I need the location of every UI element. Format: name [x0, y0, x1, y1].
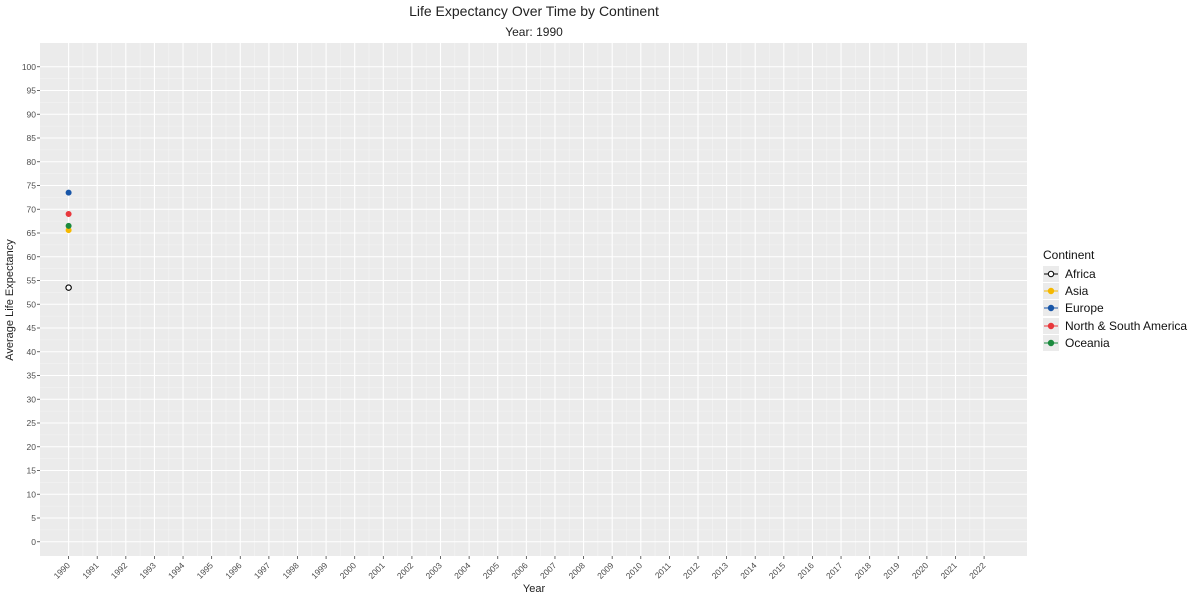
- x-tick-label: 2011: [653, 560, 673, 580]
- y-tick-label: 70: [27, 204, 37, 214]
- x-tick-label: 2018: [853, 560, 874, 581]
- y-tick-label: 95: [27, 86, 37, 96]
- x-tick-label: 1995: [195, 560, 216, 581]
- x-tick-label: 2003: [423, 560, 444, 581]
- y-tick-label: 55: [27, 276, 37, 286]
- x-tick-label: 2005: [481, 560, 502, 581]
- data-point-europe: [65, 189, 72, 196]
- x-tick-label: 1992: [109, 560, 130, 581]
- legend-item-oceania: Oceania: [1043, 335, 1187, 352]
- x-tick-label: 2008: [567, 560, 588, 581]
- y-tick-label: 60: [27, 252, 37, 262]
- y-tick-label: 35: [27, 371, 37, 381]
- x-tick-label: 1990: [52, 560, 73, 581]
- legend-key-oceania: [1043, 335, 1059, 352]
- x-tick-label: 2004: [452, 560, 473, 581]
- x-tick-label: 2002: [395, 560, 416, 581]
- x-tick-label: 1991: [80, 560, 101, 581]
- x-tick-label: 2015: [767, 560, 788, 581]
- x-axis-label: Year: [522, 583, 546, 595]
- data-point-oceania: [65, 222, 72, 229]
- y-tick-label: 75: [27, 181, 37, 191]
- x-tick-label: 2001: [366, 560, 387, 581]
- x-tick-label: 2021: [938, 560, 959, 581]
- x-tick-label: 1996: [223, 560, 244, 581]
- y-tick-label: 40: [27, 347, 37, 357]
- y-tick-label: 65: [27, 228, 37, 238]
- x-tick-label: 2000: [338, 560, 359, 581]
- legend-item-europe: Europe: [1043, 300, 1187, 317]
- y-axis-label: Average Life Expectancy: [4, 239, 16, 361]
- y-tick-label: 50: [27, 299, 37, 309]
- x-tick-label: 2013: [710, 560, 731, 581]
- x-tick-label: 2009: [595, 560, 616, 581]
- x-tick-label: 1998: [280, 560, 301, 581]
- legend: Continent Africa Asia Europe North & South …: [1043, 248, 1187, 352]
- y-tick-label: 10: [27, 489, 37, 499]
- x-tick-label: 2022: [967, 560, 988, 581]
- legend-label: North & South America: [1065, 318, 1188, 333]
- x-tick-label: 2017: [824, 560, 845, 581]
- x-tick-label: 1994: [166, 560, 187, 581]
- y-tick-label: 20: [27, 442, 37, 452]
- legend-item-asia: Asia: [1043, 282, 1187, 300]
- y-tick-label: 30: [27, 394, 37, 404]
- legend-item-north-south-america: North & South America: [1043, 317, 1187, 334]
- plot-panel: [40, 43, 1027, 556]
- y-tick-label: 80: [27, 157, 37, 167]
- legend-title: Continent: [1043, 248, 1095, 262]
- x-tick-label: 2006: [509, 560, 530, 581]
- x-tick-label: 2012: [681, 560, 702, 581]
- x-tick-label: 2010: [624, 560, 645, 581]
- legend-key-africa: [1043, 265, 1059, 282]
- chart-title: Life Expectancy Over Time by Continent: [409, 3, 659, 19]
- data-point-north-south-america: [65, 211, 72, 218]
- legend-key-north-south-america: [1043, 317, 1059, 334]
- legend-label: Asia: [1065, 284, 1089, 299]
- x-tick-label: 1993: [137, 560, 158, 581]
- y-tick-label: 90: [27, 109, 37, 119]
- legend-label: Africa: [1065, 266, 1096, 281]
- x-tick-label: 2014: [738, 560, 759, 581]
- legend-key-europe: [1043, 300, 1059, 317]
- x-tick-label: 2007: [538, 560, 559, 581]
- legend-label: Europe: [1065, 301, 1104, 316]
- legend-item-africa: Africa: [1043, 265, 1187, 282]
- legend-label: Oceania: [1065, 336, 1110, 351]
- y-tick-label: 0: [31, 537, 36, 547]
- x-tick-label: 2020: [910, 560, 931, 581]
- y-tick-label: 25: [27, 418, 37, 428]
- y-tick-label: 85: [27, 133, 37, 143]
- chart-subtitle: Year: 1990: [505, 25, 563, 39]
- x-tick-label: 1997: [252, 560, 273, 581]
- x-tick-label: 2016: [795, 560, 816, 581]
- y-tick-label: 45: [27, 323, 37, 333]
- y-tick-label: 5: [31, 513, 36, 523]
- y-tick-label: 15: [27, 466, 37, 476]
- x-tick-label: 2019: [881, 560, 902, 581]
- data-point-africa: [65, 284, 72, 291]
- y-tick-label: 100: [22, 62, 36, 72]
- x-tick-label: 1999: [309, 560, 330, 581]
- legend-key-asia: [1043, 283, 1059, 300]
